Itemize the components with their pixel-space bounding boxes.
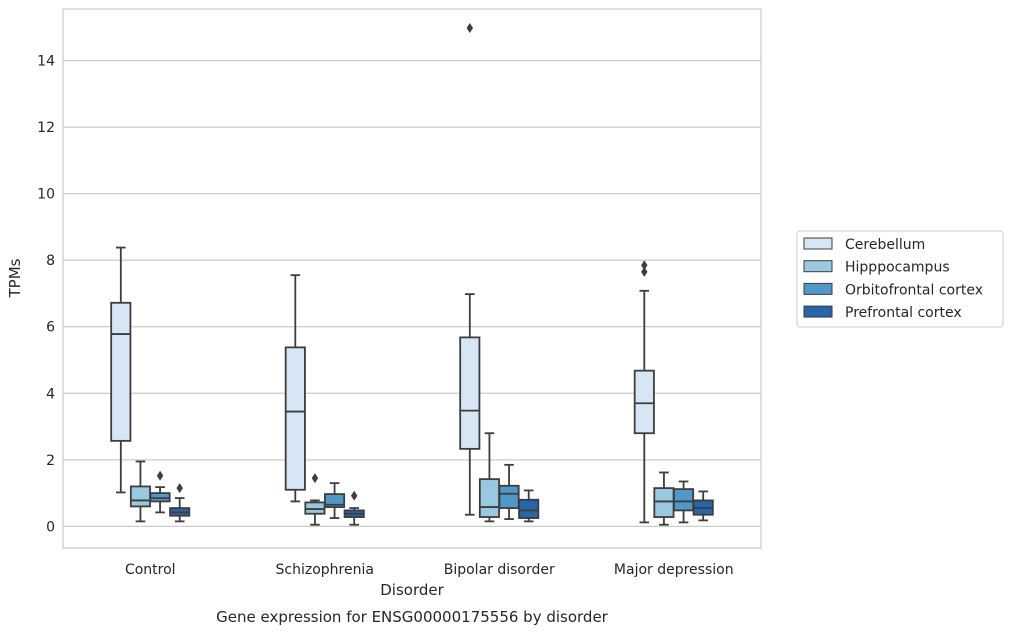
x-tick-label: Control [125,562,176,578]
x-tick-label: Bipolar disorder [444,562,555,578]
box-body [304,501,326,515]
legend-swatch [803,260,833,273]
box-cerebellum [110,246,132,494]
legend: Cerebellum Hipppocampus Orbitofrontal cort… [796,230,1004,328]
y-tick-label: 14 [37,54,55,70]
box-body [324,493,346,508]
box-body [110,301,132,442]
y-tick-label: 0 [46,519,55,535]
y-tick-label: 6 [46,320,55,336]
x-axis-label: Disorder [380,581,444,599]
plot-area [110,22,714,526]
x-tick-label: Major depression [614,562,734,578]
chart-title: Gene expression for ENSG00000175556 by d… [216,608,609,626]
box-hipppocampus [304,473,326,526]
y-tick-label: 4 [46,386,55,402]
outlier-point [641,260,648,271]
box-body [518,498,540,519]
legend-swatch [803,237,833,250]
legend-frame [796,230,1004,328]
outlier-point [156,470,164,481]
box-body [498,484,520,509]
box-body [633,369,655,435]
legend-swatch [803,305,833,318]
box-orbitofrontal-cortex [498,463,520,520]
box-orbitofrontal-cortex [324,482,346,519]
box-body [129,485,151,508]
x-tick-label: Schizophrenia [276,562,374,578]
box-cerebellum [459,22,481,516]
axes-frame [62,8,762,549]
box-prefrontal-cortex [343,490,365,526]
box-orbitofrontal-cortex [149,470,171,514]
legend-label: Hipppocampus [845,260,950,276]
y-axis-ticks: 0 2 4 6 8 10 12 14 [37,54,55,536]
box-body [478,478,500,518]
y-tick-label: 8 [46,253,55,269]
box-body [653,487,675,518]
box-prefrontal-cortex [692,490,714,522]
box-orbitofrontal-cortex [673,480,695,524]
y-axis-label: TPMs [6,258,24,298]
outlier-point [176,483,183,494]
box-cerebellum [633,260,655,524]
outlier-point [350,490,358,501]
box-body [284,346,306,491]
box-hipppocampus [129,460,151,523]
outlier-point [311,473,319,484]
gridlines [63,59,761,527]
legend-label: Cerebellum [845,237,925,253]
legend-label: Orbitofrontal cortex [845,282,983,298]
box-cerebellum [284,274,306,503]
box-prefrontal-cortex [518,489,540,523]
y-tick-label: 12 [37,120,55,136]
box-hipppocampus [653,471,675,526]
legend-label: Prefrontal cortex [845,305,962,321]
box-hipppocampus [478,432,500,523]
box-body [673,488,695,512]
outlier-point [641,266,648,277]
legend-swatch [803,282,833,295]
x-axis-ticks: Control Schizophrenia Bipolar disorder Majo… [125,562,734,578]
box-prefrontal-cortex [169,483,191,523]
outlier-point [466,22,474,33]
box-body [459,336,481,450]
y-tick-label: 10 [37,187,55,203]
y-tick-label: 2 [46,453,55,469]
